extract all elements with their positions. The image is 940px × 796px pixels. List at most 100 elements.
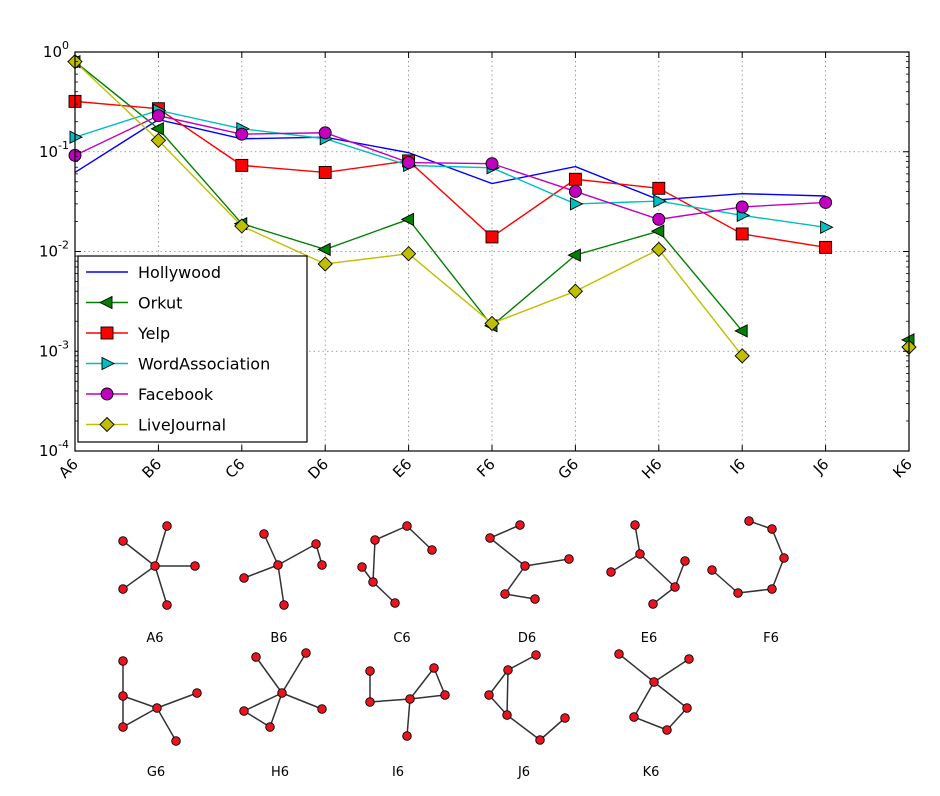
point-wordassociation bbox=[569, 197, 584, 211]
graphlet-label: E6 bbox=[641, 631, 658, 646]
legend-marker-yelp bbox=[100, 326, 114, 340]
graphlet-label: I6 bbox=[392, 765, 404, 780]
x-tick-label: G6 bbox=[555, 455, 583, 483]
x-tick-label: J6 bbox=[809, 455, 832, 478]
graphlet-edge bbox=[618, 653, 655, 683]
legend-label-livejournal: LiveJournal bbox=[138, 416, 226, 435]
legend-label-wordassociation: WordAssociation bbox=[138, 355, 270, 374]
graphlet-node bbox=[118, 691, 128, 701]
graphlet-edge bbox=[489, 524, 521, 539]
point-facebook bbox=[235, 127, 249, 141]
graphlet-edge bbox=[737, 588, 773, 594]
series-line-yelp bbox=[75, 100, 826, 249]
point-orkut bbox=[650, 224, 665, 238]
graphlet-edge bbox=[633, 681, 655, 718]
graphlet-edge bbox=[524, 558, 570, 567]
graphlet-node bbox=[429, 663, 439, 673]
graphlet-label: F6 bbox=[763, 631, 779, 646]
point-livejournal bbox=[400, 246, 417, 262]
graphlet-edge bbox=[243, 710, 271, 728]
graphlet-node bbox=[649, 677, 659, 687]
point-yelp bbox=[485, 230, 499, 244]
graphlet-g6: G6 bbox=[118, 656, 202, 780]
graphlet-edge bbox=[409, 667, 435, 700]
graphlet-node bbox=[503, 665, 513, 675]
graphlet-label: H6 bbox=[271, 765, 289, 780]
graphlet-node bbox=[190, 561, 200, 571]
point-livejournal bbox=[734, 348, 750, 364]
graphlet-edge bbox=[610, 553, 641, 573]
point-wordassociation bbox=[69, 130, 84, 144]
point-livejournal bbox=[651, 241, 667, 258]
graphlet-h6: H6 bbox=[239, 648, 327, 780]
graphlet-label: B6 bbox=[270, 631, 287, 646]
point-orkut bbox=[400, 212, 415, 227]
legend-box bbox=[77, 255, 308, 443]
point-wordassociation bbox=[653, 194, 667, 208]
legend-marker-wordassociation bbox=[101, 356, 116, 371]
graphlet-label: K6 bbox=[643, 765, 660, 780]
graphlet-node bbox=[767, 584, 777, 594]
point-wordassociation bbox=[820, 220, 834, 234]
graphlet-edge bbox=[504, 593, 536, 600]
point-orkut bbox=[567, 248, 581, 262]
point-facebook bbox=[485, 157, 499, 171]
graphlet-node bbox=[662, 725, 672, 735]
graphlet-edge bbox=[277, 564, 285, 606]
graphlet-node bbox=[500, 589, 510, 599]
graphlet-node bbox=[535, 735, 545, 745]
point-facebook bbox=[402, 156, 416, 169]
point-livejournal bbox=[234, 218, 250, 234]
point-facebook bbox=[568, 184, 582, 198]
graphlet-a6: A6 bbox=[118, 521, 200, 646]
graphlet-edge bbox=[277, 543, 317, 566]
graphlet-node bbox=[365, 697, 375, 707]
graphlet-node bbox=[118, 536, 128, 546]
graphlet-edge bbox=[255, 656, 283, 694]
legend-marker-livejournal bbox=[99, 416, 115, 433]
graphlet-node bbox=[402, 731, 412, 741]
graphlet-label: J6 bbox=[517, 765, 530, 780]
point-yelp bbox=[235, 158, 249, 172]
y-tick-label: 100 bbox=[43, 39, 69, 61]
legend-marker-orkut bbox=[98, 295, 113, 310]
point-facebook bbox=[735, 200, 749, 214]
graphlet-label: G6 bbox=[147, 765, 165, 780]
graphlet-node bbox=[485, 533, 495, 543]
legend-label-yelp: Yelp bbox=[137, 324, 170, 343]
graphlet-edge bbox=[406, 698, 411, 737]
graphlet-node bbox=[779, 553, 789, 563]
point-livejournal bbox=[567, 283, 584, 299]
graphlet-node bbox=[251, 652, 261, 662]
graphlet-node bbox=[357, 562, 367, 572]
graphlet-node bbox=[118, 722, 128, 732]
graphlet-node bbox=[171, 736, 181, 746]
graphlet-node bbox=[484, 690, 494, 700]
graphlet-node bbox=[118, 584, 128, 594]
x-tick-label: A6 bbox=[55, 455, 82, 482]
series-line-facebook bbox=[75, 114, 826, 221]
graphlet-node bbox=[402, 521, 412, 531]
graphlet-edge bbox=[504, 565, 526, 595]
point-yelp bbox=[652, 181, 666, 195]
graphlet-node bbox=[744, 516, 754, 526]
graphlet-node bbox=[560, 713, 570, 723]
point-yelp bbox=[735, 227, 749, 241]
graphlet-node bbox=[502, 710, 512, 720]
graphlet-edge bbox=[243, 564, 279, 579]
graphlet-node bbox=[317, 560, 327, 570]
point-livejournal bbox=[317, 256, 333, 272]
graphlet-edge bbox=[633, 716, 668, 731]
point-orkut bbox=[150, 122, 164, 136]
graphlet-edge bbox=[711, 569, 739, 594]
graphlet-node bbox=[630, 520, 640, 530]
x-tick-label: B6 bbox=[138, 455, 165, 482]
graphlet-node bbox=[515, 520, 525, 530]
graphlet-edge bbox=[372, 539, 376, 583]
graphlet-c6: C6 bbox=[357, 521, 437, 646]
point-orkut bbox=[317, 242, 331, 257]
graphlet-edge bbox=[666, 707, 688, 731]
graphlet-label: A6 bbox=[146, 631, 163, 646]
graphlet-node bbox=[648, 599, 658, 609]
graphlet-edge bbox=[488, 669, 509, 696]
